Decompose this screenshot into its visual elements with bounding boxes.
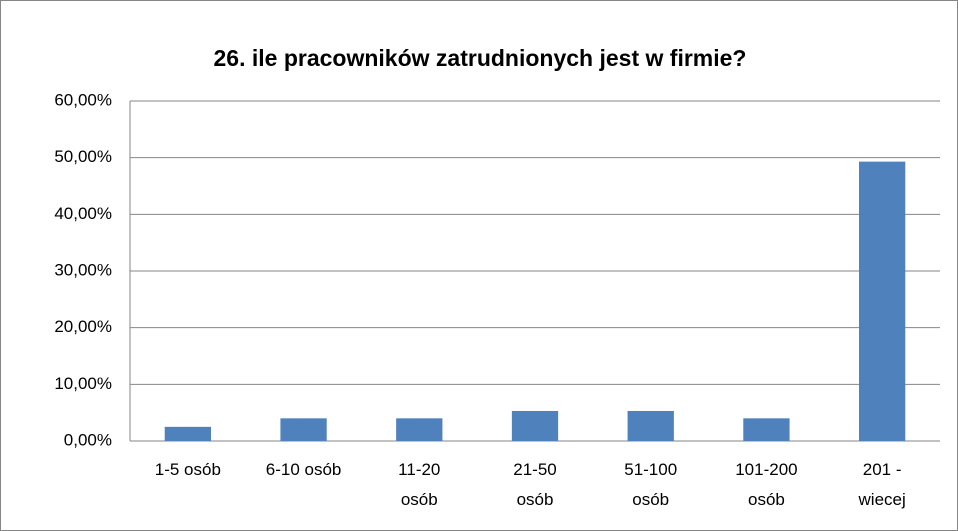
- bar: [396, 418, 443, 441]
- bar: [280, 418, 327, 441]
- y-tick-label: 60,00%: [54, 90, 112, 109]
- bar: [164, 426, 211, 441]
- y-tick-label: 30,00%: [54, 260, 112, 279]
- bar: [743, 418, 790, 441]
- bar: [859, 161, 906, 441]
- bar: [511, 410, 559, 441]
- x-tick-label: 21-50 osób: [513, 460, 556, 509]
- x-tick-label: 201 -wiecej: [858, 460, 906, 509]
- x-tick-label: 11-20 osób: [398, 460, 440, 509]
- chart-title: 26. ile pracowników zatrudnionych jest w…: [214, 45, 747, 71]
- x-tick-label: 6-10 osób: [266, 460, 342, 479]
- y-tick-label: 20,00%: [54, 317, 112, 336]
- y-tick-label: 10,00%: [54, 374, 112, 393]
- x-tick-label: 101-200 osób: [735, 460, 797, 509]
- y-tick-label: 0,00%: [64, 430, 112, 449]
- x-tick-label: 51-100 osób: [624, 460, 677, 509]
- x-tick-label: 1-5 osób: [155, 460, 221, 479]
- bar: [627, 410, 674, 441]
- y-tick-label: 40,00%: [54, 204, 112, 223]
- y-tick-label: 50,00%: [54, 147, 112, 166]
